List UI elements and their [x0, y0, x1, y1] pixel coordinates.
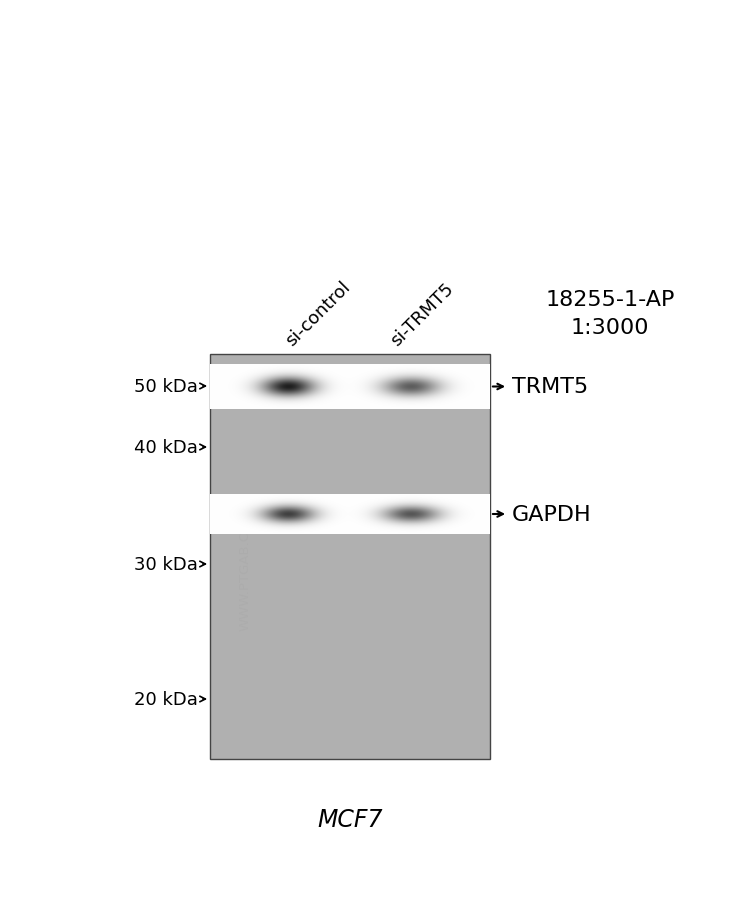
Text: 40 kDa: 40 kDa — [134, 438, 198, 456]
Text: MCF7: MCF7 — [318, 807, 383, 831]
Text: 20 kDa: 20 kDa — [134, 690, 198, 708]
Text: 30 kDa: 30 kDa — [134, 556, 198, 574]
Text: 1:3000: 1:3000 — [571, 318, 649, 337]
Text: TRMT5: TRMT5 — [512, 377, 588, 397]
Text: si-TRMT5: si-TRMT5 — [387, 280, 457, 350]
Text: WWW.PTGAB.COM: WWW.PTGAB.COM — [238, 509, 251, 630]
Text: 18255-1-AP: 18255-1-AP — [545, 290, 675, 309]
Bar — [210, 354, 490, 759]
Text: GAPDH: GAPDH — [512, 504, 592, 524]
Text: si-control: si-control — [282, 278, 354, 350]
Text: 50 kDa: 50 kDa — [134, 378, 198, 396]
